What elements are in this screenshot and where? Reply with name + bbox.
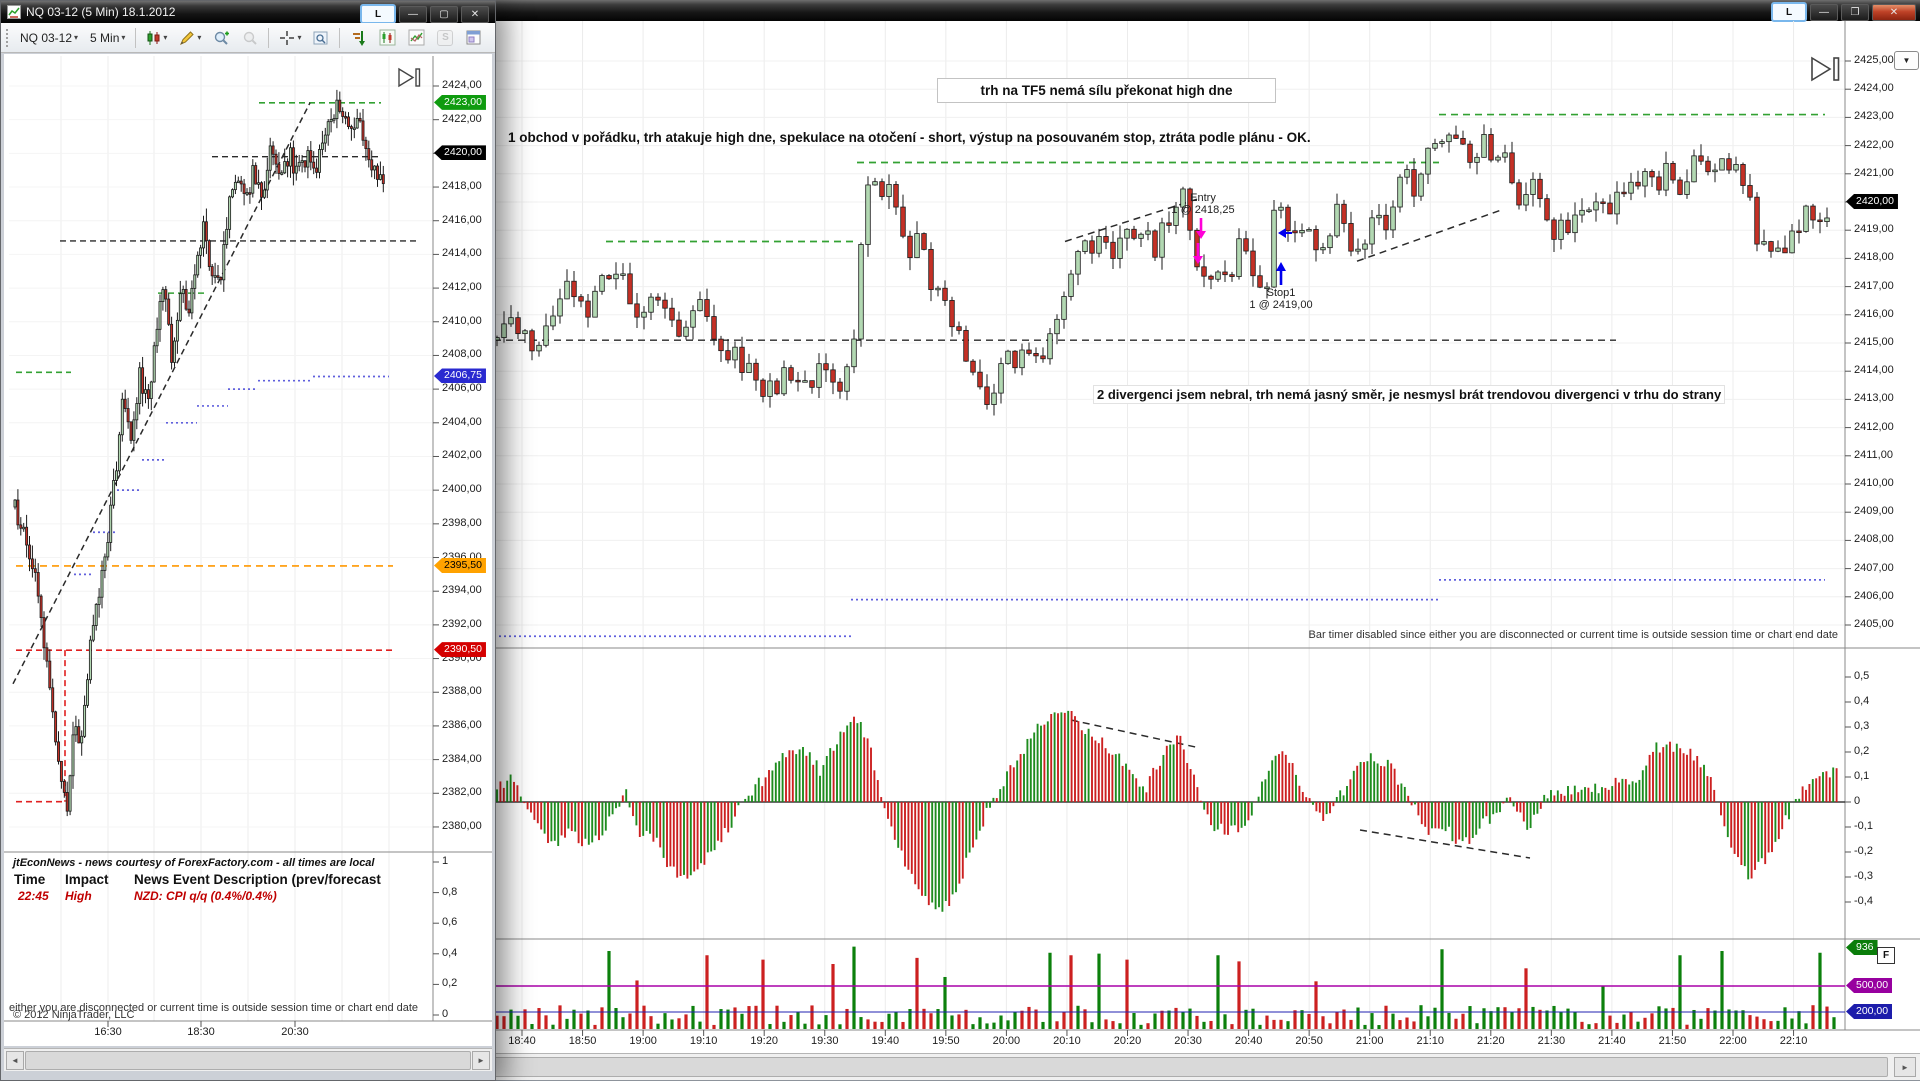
zoom-in-button[interactable] — [209, 28, 234, 48]
news-row-impact: High — [65, 889, 92, 903]
scroll-left-icon: ◄ — [11, 1056, 19, 1065]
magnifier-box-icon — [313, 31, 328, 44]
candlestick-style-icon — [147, 30, 160, 45]
toolbar-separator — [268, 27, 270, 48]
interval-label: 5 Min — [90, 30, 120, 45]
small-overlays — [12, 102, 417, 803]
properties-window-icon — [466, 30, 481, 45]
volume-histogram — [494, 946, 1845, 1029]
price-axis-dropdown-button[interactable]: ▼ — [1894, 51, 1919, 70]
instrument-label: NQ 03-12 — [20, 30, 73, 45]
main-candles — [494, 124, 1830, 416]
chevron-down-icon: ▼ — [1902, 56, 1911, 65]
zoom-in-icon — [215, 31, 230, 45]
main-close-button[interactable]: ✕ — [1872, 3, 1916, 21]
pencil-icon — [180, 30, 195, 45]
order-entry-button[interactable] — [346, 27, 371, 48]
note-divergence[interactable]: 2 divergenci jsem nebral, trh nemá jasný… — [1093, 385, 1726, 404]
entry-label: Entry — [1190, 192, 1216, 204]
main-minimize-button[interactable]: — — [1810, 3, 1838, 21]
chevron-down-icon: ▾ — [121, 33, 126, 42]
play-to-end-icon — [398, 67, 421, 88]
small-window-title: NQ 03-12 (5 Min) 18.1.2012 — [26, 5, 176, 19]
chart-trader-button[interactable] — [375, 27, 400, 48]
news-row-desc: NZD: CPI q/q (0.4%/0.4%) — [134, 889, 277, 903]
small-titlebar[interactable]: NQ 03-12 (5 Min) 18.1.2012 L — ▢ ✕ — [1, 1, 495, 24]
note-high-of-day[interactable]: trh na TF5 nemá sílu překonat high dne — [937, 78, 1276, 103]
note-trade-1[interactable]: 1 obchod v pořádku, trh atakuje high dne… — [508, 130, 1311, 145]
ninjatrader-chart-icon — [7, 5, 21, 19]
zoom-out-icon — [244, 31, 258, 45]
small-chart-window: NQ 03-12 (5 Min) 18.1.2012 L — ▢ ✕ NQ 03… — [0, 0, 496, 1081]
copyright-text: © 2012 NinjaTrader, LLC — [13, 1009, 135, 1021]
disconnect-message: either you are disconnected or current t… — [9, 1002, 419, 1014]
instrument-selector[interactable]: NQ 03-12 ▾ — [16, 29, 82, 47]
small-chart-canvas[interactable] — [1, 1, 495, 1080]
news-col-desc: News Event Description (prev/forecast — [134, 872, 381, 887]
strategy-icon: S — [437, 29, 454, 46]
snapshot-button[interactable] — [309, 28, 333, 48]
small-close-button[interactable]: ✕ — [461, 5, 489, 23]
indicators-button[interactable] — [404, 27, 429, 48]
news-row-time: 22:45 — [18, 889, 49, 903]
bar-timer-message: Bar timer disabled since either you are … — [1308, 629, 1839, 641]
small-gridlines — [9, 56, 433, 1021]
toolbar-separator — [339, 27, 341, 48]
interval-selector[interactable]: 5 Min ▾ — [86, 29, 129, 47]
entry-qty: 1 @ 2418,25 — [1171, 204, 1235, 216]
entry-marker-label[interactable]: Entry 1 @ 2418,25 — [1163, 192, 1243, 216]
chevron-down-icon: ▾ — [297, 33, 302, 42]
small-minimize-button[interactable]: — — [399, 5, 427, 23]
stop-marker-label[interactable]: Stop1 1 @ 2419,00 — [1241, 287, 1321, 311]
news-col-impact: Impact — [65, 872, 109, 887]
small-toolbar: NQ 03-12 ▾ 5 Min ▾ ▾ ▾ — [1, 23, 495, 53]
zoom-out-button[interactable] — [238, 28, 262, 48]
crosshair-icon — [280, 30, 295, 45]
scroll-right-button[interactable]: ► — [1894, 1057, 1916, 1077]
scroll-right-button[interactable]: ► — [472, 1051, 490, 1070]
strategies-button[interactable]: S — [433, 28, 457, 48]
chevron-down-icon: ▾ — [74, 33, 79, 42]
main-link-button[interactable]: L — [1771, 2, 1807, 22]
main-restore-button[interactable]: ❐ — [1841, 3, 1869, 21]
cursor-mode-button[interactable]: ▾ — [275, 28, 305, 48]
chevron-down-icon: ▾ — [197, 33, 202, 42]
stop-qty: 1 @ 2419,00 — [1249, 299, 1313, 311]
main-gridlines — [494, 21, 1845, 1030]
small-maximize-button[interactable]: ▢ — [430, 5, 458, 23]
trade-markers — [1193, 218, 1292, 285]
drawing-tools-button[interactable]: ▾ — [175, 28, 205, 48]
toolbar-grip[interactable] — [5, 27, 10, 48]
news-col-time: Time — [14, 872, 46, 887]
scroll-right-icon: ► — [1901, 1062, 1909, 1072]
stop-label: Stop1 — [1266, 287, 1296, 299]
candles-panel-icon — [379, 29, 396, 46]
scroll-right-icon: ► — [477, 1056, 485, 1065]
toolbar-separator — [135, 27, 137, 48]
scrollbar-thumb[interactable] — [25, 1051, 471, 1070]
small-horizontal-scrollbar[interactable]: ◄ ► — [4, 1048, 492, 1071]
properties-button[interactable] — [461, 27, 486, 48]
chevron-down-icon: ▾ — [163, 33, 168, 42]
small-panel-borders — [4, 56, 492, 1027]
line-chart-icon — [408, 29, 425, 46]
trade-bars-icon — [353, 31, 366, 46]
indicator-histogram — [496, 710, 1838, 912]
main-overlays — [494, 113, 1825, 859]
play-to-end-icon — [1811, 56, 1840, 82]
small-candles — [13, 89, 385, 817]
scroll-left-button[interactable]: ◄ — [6, 1051, 24, 1070]
chart-style-button[interactable]: ▾ — [142, 28, 171, 48]
volume-f-button[interactable]: F — [1877, 947, 1895, 964]
news-panel-header: jtEconNews - news courtesy of ForexFacto… — [13, 857, 375, 869]
